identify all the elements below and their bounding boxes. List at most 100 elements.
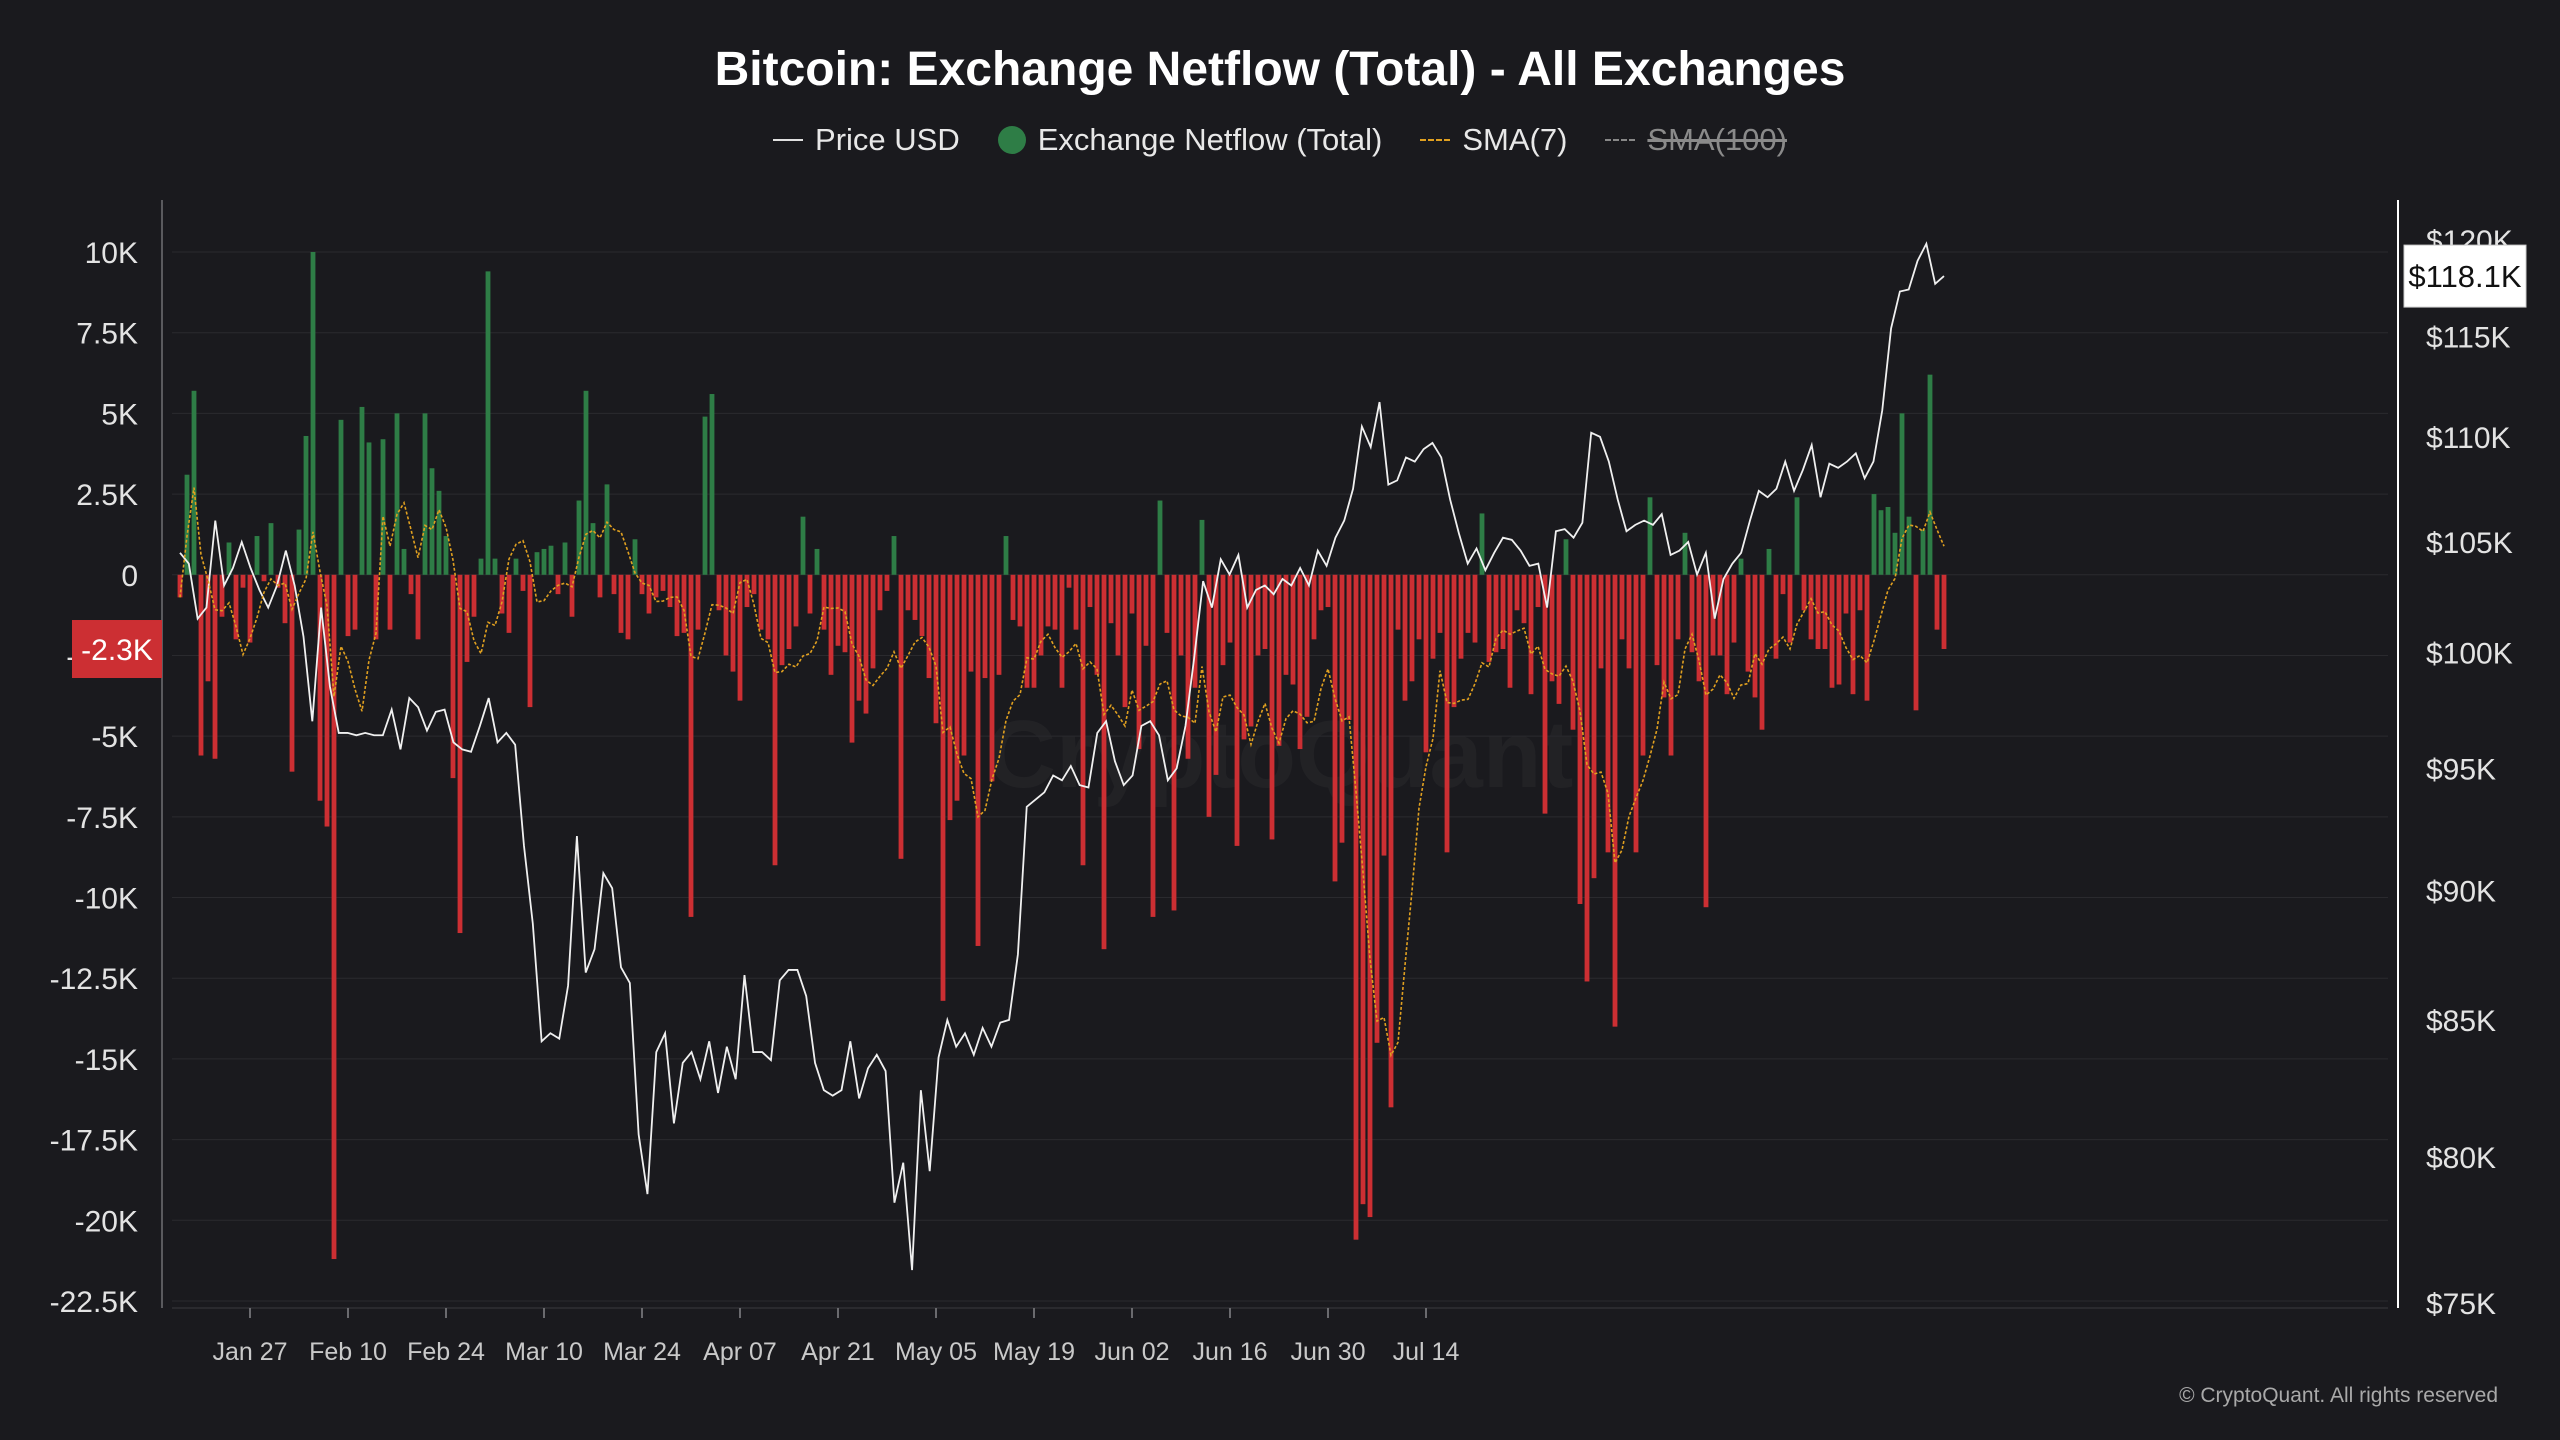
netflow-bar — [534, 552, 540, 575]
netflow-bar — [891, 536, 897, 575]
left-tick-label: -20K — [75, 1205, 138, 1238]
x-tick-label: Mar 10 — [505, 1338, 583, 1366]
netflow-bar — [184, 474, 190, 575]
netflow-bar — [653, 574, 659, 598]
netflow-bar — [1129, 574, 1135, 614]
netflow-bar — [1108, 574, 1114, 624]
right-tick-label: $110K — [2426, 422, 2511, 455]
netflow-bar — [422, 413, 428, 575]
netflow-bar — [1087, 574, 1093, 608]
netflow-bar — [282, 574, 288, 624]
netflow-bar — [1577, 574, 1583, 904]
netflow-bars — [177, 252, 1947, 1260]
netflow-bar — [1325, 574, 1331, 608]
netflow-bar — [1094, 574, 1100, 675]
netflow-bar — [681, 574, 687, 633]
netflow-bar — [1150, 574, 1156, 917]
netflow-bar — [464, 574, 470, 662]
netflow-bar — [1332, 574, 1338, 882]
netflow-bar — [744, 574, 750, 608]
netflow-bar — [1521, 574, 1527, 624]
netflow-bar — [1626, 574, 1632, 669]
netflow-bar — [1381, 574, 1387, 856]
netflow-bar — [884, 574, 890, 591]
netflow-bar — [1535, 574, 1541, 608]
netflow-bar — [1080, 574, 1086, 866]
netflow-bar — [1934, 574, 1940, 630]
netflow-bar — [331, 574, 337, 1260]
netflow-bar — [1388, 574, 1394, 1108]
netflow-bar — [198, 574, 204, 756]
netflow-bar — [450, 574, 456, 779]
netflow-bar — [1367, 574, 1373, 1218]
netflow-bar — [296, 529, 302, 575]
right-tick-label: $105K — [2426, 527, 2513, 560]
netflow-bar — [1283, 574, 1289, 675]
current-price-label: $118.1K — [2408, 259, 2522, 294]
netflow-bar — [401, 548, 407, 575]
netflow-bar — [1318, 574, 1324, 611]
x-tick-label: May 05 — [895, 1338, 977, 1366]
legend-label-netflow: Exchange Netflow (Total) — [1037, 122, 1383, 157]
right-tick-label: $95K — [2426, 753, 2496, 786]
netflow-bar — [513, 558, 519, 575]
netflow-bar — [1808, 574, 1814, 640]
left-tick-label: 7.5K — [76, 318, 138, 351]
netflow-bar — [1052, 574, 1058, 630]
legend-item-netflow[interactable]: Exchange Netflow (Total) — [997, 122, 1383, 158]
netflow-bar — [1605, 574, 1611, 853]
legend-item-price[interactable]: Price USD — [773, 122, 960, 158]
netflow-bar — [1262, 574, 1268, 650]
netflow-bar — [849, 574, 855, 743]
netflow-bar — [688, 574, 694, 917]
netflow-bar — [996, 574, 1002, 675]
netflow-bar — [1801, 574, 1807, 611]
x-tick-label: Apr 07 — [703, 1338, 777, 1366]
netflow-bar — [492, 558, 498, 575]
legend-item-sma7[interactable]: SMA(7) — [1420, 122, 1567, 158]
netflow-bar — [835, 574, 841, 646]
x-tick-label: Feb 24 — [407, 1338, 485, 1366]
netflow-bar — [814, 548, 820, 575]
legend-label-sma7: SMA(7) — [1462, 122, 1568, 157]
netflow-bar — [576, 500, 582, 575]
netflow-bar — [1745, 574, 1751, 672]
left-tick-label: 5K — [101, 398, 138, 431]
netflow-bar — [1759, 574, 1765, 730]
netflow-bar — [247, 574, 253, 643]
netflow-bar — [919, 574, 925, 637]
netflow-bar — [1549, 574, 1555, 682]
netflow-bar — [1612, 574, 1618, 1027]
netflow-bar — [1794, 497, 1800, 575]
x-tick-label: Jun 16 — [1192, 1338, 1267, 1366]
netflow-bar — [779, 574, 785, 666]
netflow-bar — [359, 406, 365, 575]
netflow-bar — [1528, 574, 1534, 695]
netflow-bar — [1066, 574, 1072, 588]
netflow-bar — [954, 574, 960, 801]
netflow-bar — [765, 574, 771, 640]
netflow-bar — [667, 574, 673, 608]
netflow-bar — [597, 574, 603, 598]
netflow-bar — [1220, 574, 1226, 666]
netflow-bar — [912, 574, 918, 620]
netflow-bar — [310, 252, 316, 575]
netflow-bar — [772, 574, 778, 866]
netflow-bar — [1038, 574, 1044, 656]
netflow-bar — [1941, 574, 1947, 650]
x-tick-label: Feb 10 — [309, 1338, 387, 1366]
netflow-bar — [373, 574, 379, 640]
netflow-bar — [625, 574, 631, 640]
legend-item-sma100[interactable]: SMA(100) — [1605, 122, 1787, 158]
netflow-bar — [233, 574, 239, 640]
netflow-bar — [1920, 529, 1926, 575]
netflow-bar — [1654, 574, 1660, 666]
netflow-bar — [1311, 574, 1317, 640]
netflow-bar — [1710, 574, 1716, 656]
chart-title: Bitcoin: Exchange Netflow (Total) - All … — [714, 43, 1846, 96]
netflow-bar — [478, 558, 484, 575]
netflow-bar — [1304, 574, 1310, 717]
netflow-bar — [1430, 574, 1436, 659]
grid-layer — [172, 251, 2388, 1302]
